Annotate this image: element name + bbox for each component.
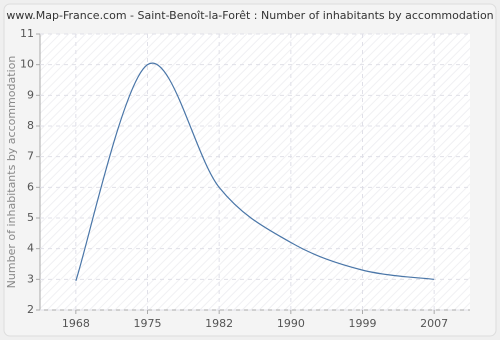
- line-series: [75, 62, 435, 282]
- y-tick-label: 7: [27, 150, 34, 163]
- y-tick-label: 3: [27, 272, 34, 285]
- y-tick-label: 11: [20, 27, 34, 40]
- x-tick-label: 2007: [420, 317, 448, 330]
- y-axis-label: Number of inhabitants by accommodation: [5, 56, 18, 289]
- x-tick-label: 1990: [277, 317, 305, 330]
- x-tick-label: 1982: [205, 317, 233, 330]
- plot-hatch: [40, 34, 470, 310]
- y-tick-label: 5: [27, 211, 34, 224]
- y-tick-label: 4: [27, 242, 34, 255]
- y-tick-label: 2: [27, 303, 34, 316]
- y-tick-label: 9: [27, 88, 34, 101]
- x-tick-label: 1968: [62, 317, 90, 330]
- y-tick-label: 10: [20, 58, 34, 71]
- y-tick-label: 8: [27, 119, 34, 132]
- y-tick-label: 6: [27, 180, 34, 193]
- x-tick-label: 1999: [349, 317, 377, 330]
- chart-title: www.Map-France.com - Saint-Benoît-la-For…: [6, 9, 493, 22]
- x-tick-label: 1975: [134, 317, 162, 330]
